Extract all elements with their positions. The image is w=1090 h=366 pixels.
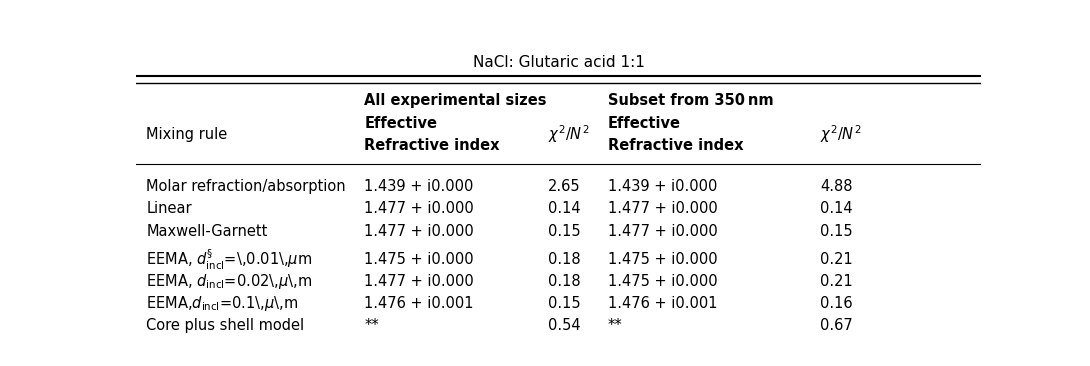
Text: 0.21: 0.21 [821,274,853,289]
Text: 1.476 + i0.001: 1.476 + i0.001 [364,296,474,311]
Text: Core plus shell model: Core plus shell model [146,318,304,333]
Text: $\chi^2/N^2$: $\chi^2/N^2$ [821,124,862,145]
Text: 1.477 + i0.000: 1.477 + i0.000 [607,201,717,216]
Text: 0.54: 0.54 [547,318,580,333]
Text: EEMA,$d_{\rm incl}$=0.1\,$\mu$\,m: EEMA,$d_{\rm incl}$=0.1\,$\mu$\,m [146,294,299,313]
Text: 0.14: 0.14 [547,201,580,216]
Text: Refractive index: Refractive index [607,138,743,153]
Text: 0.16: 0.16 [821,296,853,311]
Text: 1.475 + i0.000: 1.475 + i0.000 [607,274,717,289]
Text: Subset from 350 nm: Subset from 350 nm [607,93,773,108]
Text: 0.15: 0.15 [547,224,580,239]
Text: Linear: Linear [146,201,192,216]
Text: **: ** [607,318,622,333]
Text: EEMA, $d_{\rm incl}^{\S}$=\,0.01\,$\mu$m: EEMA, $d_{\rm incl}^{\S}$=\,0.01\,$\mu$m [146,247,313,272]
Text: Effective: Effective [364,116,437,131]
Text: 0.67: 0.67 [821,318,853,333]
Text: 0.18: 0.18 [547,274,580,289]
Text: 0.14: 0.14 [821,201,853,216]
Text: 1.477 + i0.000: 1.477 + i0.000 [364,224,474,239]
Text: 0.15: 0.15 [821,224,853,239]
Text: 1.475 + i0.000: 1.475 + i0.000 [364,252,474,267]
Text: 1.477 + i0.000: 1.477 + i0.000 [607,224,717,239]
Text: 0.18: 0.18 [547,252,580,267]
Text: NaCl: Glutaric acid 1:1: NaCl: Glutaric acid 1:1 [473,55,644,70]
Text: 1.477 + i0.000: 1.477 + i0.000 [364,274,474,289]
Text: 2.65: 2.65 [547,179,580,194]
Text: Refractive index: Refractive index [364,138,500,153]
Text: Mixing rule: Mixing rule [146,127,228,142]
Text: Effective: Effective [607,116,680,131]
Text: EEMA, $d_{\rm incl}$=0.02\,$\mu$\,m: EEMA, $d_{\rm incl}$=0.02\,$\mu$\,m [146,272,313,291]
Text: 1.439 + i0.000: 1.439 + i0.000 [607,179,717,194]
Text: **: ** [364,318,379,333]
Text: 4.88: 4.88 [821,179,853,194]
Text: 1.477 + i0.000: 1.477 + i0.000 [364,201,474,216]
Text: 0.21: 0.21 [821,252,853,267]
Text: 1.439 + i0.000: 1.439 + i0.000 [364,179,474,194]
Text: All experimental sizes: All experimental sizes [364,93,547,108]
Text: 0.15: 0.15 [547,296,580,311]
Text: Maxwell-Garnett: Maxwell-Garnett [146,224,268,239]
Text: 1.476 + i0.001: 1.476 + i0.001 [607,296,717,311]
Text: $\chi^2/N^2$: $\chi^2/N^2$ [547,124,589,145]
Text: 1.475 + i0.000: 1.475 + i0.000 [607,252,717,267]
Text: Molar refraction/absorption: Molar refraction/absorption [146,179,346,194]
